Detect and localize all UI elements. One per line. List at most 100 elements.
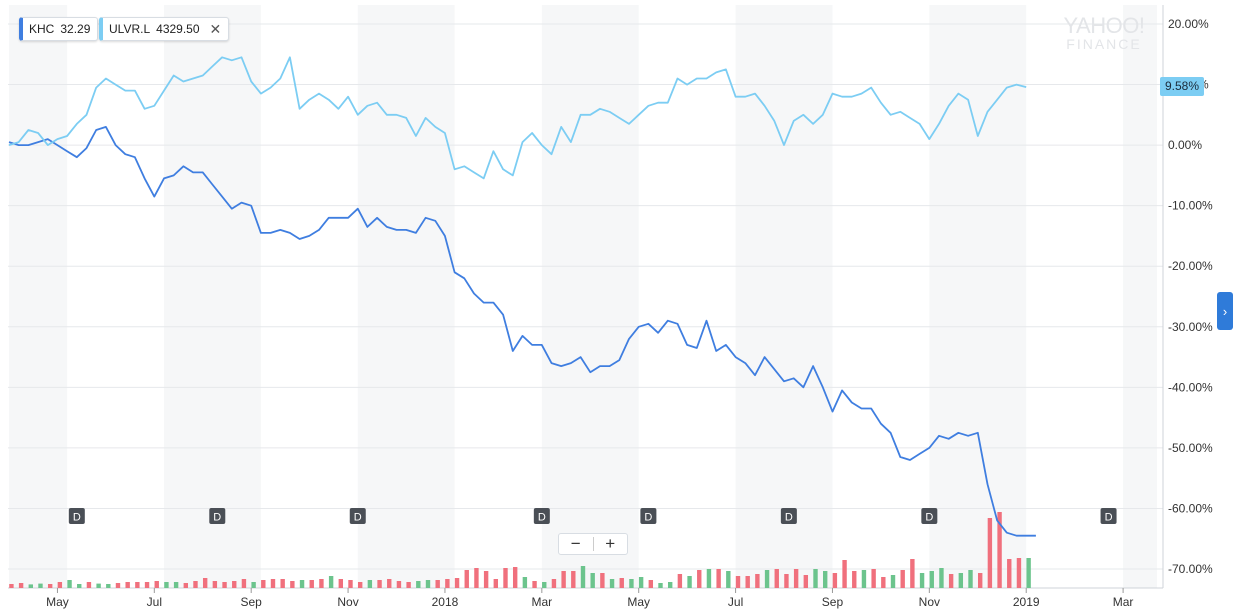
volume-bar — [939, 568, 944, 588]
volume-bar — [135, 582, 140, 588]
dividend-marker-label: D — [1105, 512, 1113, 524]
volume-bar — [590, 573, 595, 588]
volume-bar — [929, 571, 934, 588]
x-tick-label: Jul — [728, 595, 743, 609]
volume-bar — [396, 581, 402, 588]
y-tick-label: -20.00% — [1168, 259, 1213, 273]
volume-bar — [454, 578, 460, 588]
volume-bar — [493, 579, 499, 588]
volume-bar — [483, 571, 489, 588]
volume-bar — [173, 582, 179, 588]
y-tick-label: -30.00% — [1168, 320, 1213, 334]
volume-bar — [47, 584, 53, 588]
x-tick-label: Sep — [241, 595, 263, 609]
volume-bar — [338, 579, 344, 588]
shaded-band — [541, 5, 639, 588]
volume-bar — [348, 580, 353, 588]
close-icon[interactable]: ✕ — [209, 20, 222, 37]
volume-bar — [67, 580, 72, 588]
y-tick-label: -40.00% — [1168, 380, 1213, 394]
shaded-band — [929, 5, 1027, 588]
shaded-band — [1123, 5, 1157, 588]
volume-bar — [387, 579, 392, 588]
volume-bar — [571, 571, 576, 588]
dividend-marker-label: D — [785, 512, 793, 524]
volume-bar — [716, 569, 721, 588]
zoom-out-button[interactable]: − — [570, 534, 581, 553]
volume-bar — [377, 580, 382, 588]
volume-bar — [987, 518, 993, 588]
series-line-ulvr-l — [8, 56, 1027, 180]
shaded-band — [735, 5, 833, 588]
x-tick-label: 2018 — [432, 595, 459, 609]
dividend-marker-label: D — [538, 512, 546, 524]
volume-bar — [445, 579, 450, 588]
x-tick-label: Sep — [822, 595, 844, 609]
x-tick-label: Mar — [1113, 595, 1134, 609]
volume-bar — [532, 581, 537, 588]
volume-bar — [1016, 558, 1022, 588]
x-tick-label: Mar — [531, 595, 552, 609]
chevron-right-icon: › — [1222, 303, 1228, 319]
volume-bar — [697, 570, 702, 588]
volume-bar — [784, 574, 789, 588]
volume-bar — [861, 570, 867, 588]
dividend-marker-label: D — [354, 512, 362, 524]
volume-bar — [600, 573, 605, 588]
volume-bar — [183, 583, 189, 588]
legend-tag-khc[interactable]: KHC 32.29 — [19, 17, 99, 41]
volume-bar — [144, 582, 150, 588]
volume-bar — [222, 582, 227, 588]
dividend-marker — [349, 508, 366, 524]
volume-bar — [367, 580, 373, 588]
volume-bar — [232, 581, 237, 588]
dividend-marker — [780, 508, 797, 524]
dividend-marker-label: D — [644, 512, 652, 524]
volume-bar — [735, 576, 741, 588]
zoom-separator — [592, 537, 594, 551]
volume-bar — [57, 582, 63, 588]
x-tick-label: 2019 — [1013, 595, 1040, 609]
volume-bar — [1026, 558, 1031, 588]
volume-bar — [822, 571, 828, 588]
legend-tag-ulvr[interactable]: ULVR.L 4329.50 ✕ — [99, 17, 230, 41]
zoom-in-button[interactable]: + — [605, 534, 616, 553]
volume-bar — [842, 560, 847, 588]
volume-bar — [522, 577, 528, 588]
volume-bar — [667, 582, 673, 588]
volume-bar — [542, 582, 547, 588]
volume-bar — [832, 573, 838, 588]
volume-bar — [77, 584, 82, 588]
volume-bar — [658, 583, 663, 588]
volume-bar — [677, 574, 683, 588]
volume-bar — [115, 583, 121, 588]
y-tick-label: -50.00% — [1168, 441, 1213, 455]
volume-bar — [464, 570, 469, 588]
volume-bar — [900, 570, 905, 588]
volume-bar — [261, 580, 266, 588]
volume-bar — [18, 583, 24, 588]
volume-bar — [890, 575, 896, 588]
volume-bar — [551, 579, 557, 588]
dividend-marker-label: D — [925, 512, 933, 524]
volume-bar — [648, 580, 654, 588]
volume-bar — [503, 568, 508, 588]
volume-bar — [435, 580, 440, 588]
volume-bar — [193, 581, 198, 588]
volume-bar — [202, 578, 208, 588]
volume-bar — [774, 569, 779, 588]
volume-bar — [38, 583, 43, 588]
scroll-right-button[interactable]: › — [1217, 292, 1233, 330]
volume-bar — [319, 579, 324, 588]
volume-bar — [86, 582, 92, 588]
volume-bar — [270, 579, 276, 588]
volume-bar — [328, 576, 334, 588]
dividend-marker — [209, 508, 226, 524]
volume-bar — [745, 576, 750, 588]
dividend-marker-label: D — [73, 512, 81, 524]
last-value-badge: 9.58% — [1160, 77, 1205, 96]
x-tick-label: Jul — [147, 595, 162, 609]
volume-bar — [687, 576, 692, 588]
